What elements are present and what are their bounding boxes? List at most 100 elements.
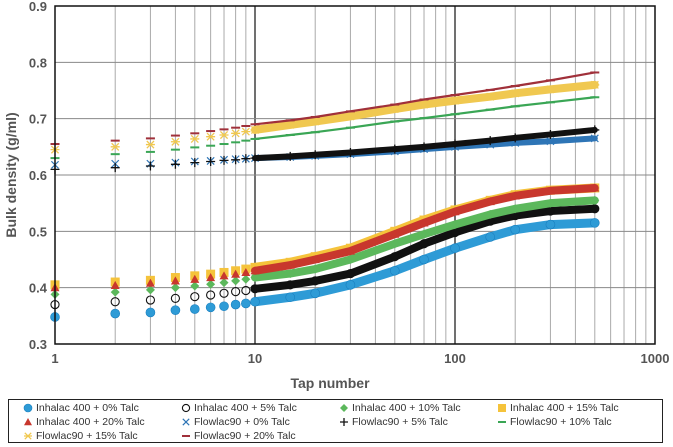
data-point bbox=[170, 137, 180, 146]
data-point bbox=[485, 92, 495, 101]
data-point bbox=[419, 218, 429, 227]
data-point bbox=[219, 278, 229, 288]
data-point bbox=[590, 134, 599, 143]
data-point bbox=[285, 120, 295, 129]
legend-marker bbox=[181, 403, 191, 413]
data-point bbox=[510, 133, 520, 143]
legend-item: Inhalac 400 + 5% Talc bbox=[181, 401, 321, 415]
series-line bbox=[251, 80, 599, 134]
x-tick-label: 100 bbox=[444, 351, 466, 366]
data-point bbox=[285, 292, 296, 303]
legend-item: Flowlac90 + 15% Talc bbox=[23, 429, 163, 443]
data-point bbox=[110, 297, 120, 307]
series-line bbox=[251, 204, 599, 293]
legend-label: Inhalac 400 + 20% Talc bbox=[36, 416, 145, 428]
data-point bbox=[241, 274, 251, 284]
diamond-marker-icon bbox=[340, 404, 348, 412]
data-point bbox=[206, 156, 216, 166]
data-point bbox=[190, 158, 200, 168]
series-8 bbox=[50, 96, 600, 160]
data-point bbox=[485, 136, 495, 146]
data-point bbox=[219, 301, 229, 312]
data-point bbox=[250, 273, 260, 283]
y-tick-label: 0.3 bbox=[29, 337, 47, 352]
data-point bbox=[206, 132, 216, 141]
data-point bbox=[310, 117, 320, 126]
data-point bbox=[510, 89, 520, 98]
series-2 bbox=[50, 204, 600, 310]
data-point bbox=[285, 269, 295, 279]
data-point bbox=[345, 280, 356, 290]
data-point bbox=[145, 307, 156, 318]
data-point bbox=[170, 159, 180, 169]
data-point bbox=[145, 285, 155, 295]
data-point bbox=[170, 293, 181, 303]
data-point bbox=[310, 150, 320, 160]
data-point bbox=[205, 302, 216, 313]
data-point bbox=[390, 239, 400, 249]
data-point bbox=[219, 288, 229, 298]
data-point bbox=[241, 127, 251, 136]
data-point bbox=[450, 207, 460, 216]
data-point bbox=[250, 296, 260, 307]
legend-marker bbox=[340, 404, 348, 412]
plus-marker-icon bbox=[340, 418, 348, 426]
legend-item: Inhalac 400 + 15% Talc bbox=[497, 401, 637, 415]
data-point bbox=[310, 288, 321, 299]
star-marker-icon bbox=[24, 432, 32, 440]
data-point bbox=[285, 151, 295, 161]
data-point bbox=[206, 273, 216, 282]
series-1 bbox=[50, 218, 600, 322]
data-point bbox=[241, 285, 251, 296]
legend-marker bbox=[498, 404, 506, 412]
series-7 bbox=[50, 125, 600, 174]
data-point bbox=[590, 183, 600, 192]
data-point bbox=[345, 268, 356, 279]
data-point bbox=[590, 125, 600, 135]
data-point bbox=[310, 264, 320, 274]
data-point bbox=[206, 290, 216, 300]
data-point bbox=[231, 155, 241, 165]
y-tick-label: 0.8 bbox=[29, 55, 47, 70]
data-point bbox=[190, 281, 200, 291]
legend-marker bbox=[340, 418, 348, 426]
data-point bbox=[190, 274, 200, 283]
x-axis-label: Tap number bbox=[290, 375, 370, 391]
legend-item: Flowlac90 + 5% Talc bbox=[339, 415, 479, 429]
legend-marker bbox=[182, 418, 190, 426]
legend: Inhalac 400 + 0% Talc Inhalac 400 + 5% Ta… bbox=[8, 399, 663, 443]
data-point bbox=[190, 134, 200, 144]
legend-label: Flowlac90 + 5% Talc bbox=[352, 416, 448, 428]
series-10 bbox=[50, 71, 600, 146]
data-point bbox=[219, 271, 229, 280]
y-tick-label: 0.7 bbox=[29, 112, 47, 127]
data-point bbox=[545, 198, 555, 208]
y-axis-label: Bulk density (g/ml) bbox=[3, 112, 19, 237]
data-point bbox=[590, 80, 600, 89]
legend-label: Flowlac90 + 0% Talc bbox=[194, 416, 290, 428]
data-point bbox=[545, 85, 555, 94]
dash-marker-icon bbox=[182, 435, 190, 437]
chart: 0.3 0.4 0.5 0.6 0.7 0.8 0.9 1 10 100 1000 Tap numb… bbox=[3, 0, 669, 391]
series-line bbox=[253, 71, 596, 126]
data-point bbox=[285, 260, 295, 269]
data-point bbox=[189, 304, 200, 314]
data-point bbox=[419, 100, 429, 109]
legend-label: Inhalac 400 + 5% Talc bbox=[194, 402, 297, 414]
circle-filled-marker-icon bbox=[23, 403, 33, 413]
x-marker-icon bbox=[182, 418, 190, 426]
data-point bbox=[170, 305, 181, 316]
data-point bbox=[345, 246, 355, 255]
data-point bbox=[450, 220, 460, 230]
data-point bbox=[250, 125, 260, 134]
data-point bbox=[419, 254, 429, 265]
x-tick-label: 1 bbox=[51, 351, 58, 366]
legend-marker bbox=[24, 418, 32, 426]
y-tick-label: 0.9 bbox=[29, 0, 47, 14]
y-tick-label: 0.6 bbox=[29, 168, 47, 183]
legend-marker bbox=[24, 432, 32, 440]
data-point bbox=[389, 265, 400, 276]
data-point bbox=[419, 142, 429, 152]
data-point bbox=[545, 219, 556, 230]
legend-item: Inhalac 400 + 20% Talc bbox=[23, 415, 163, 429]
